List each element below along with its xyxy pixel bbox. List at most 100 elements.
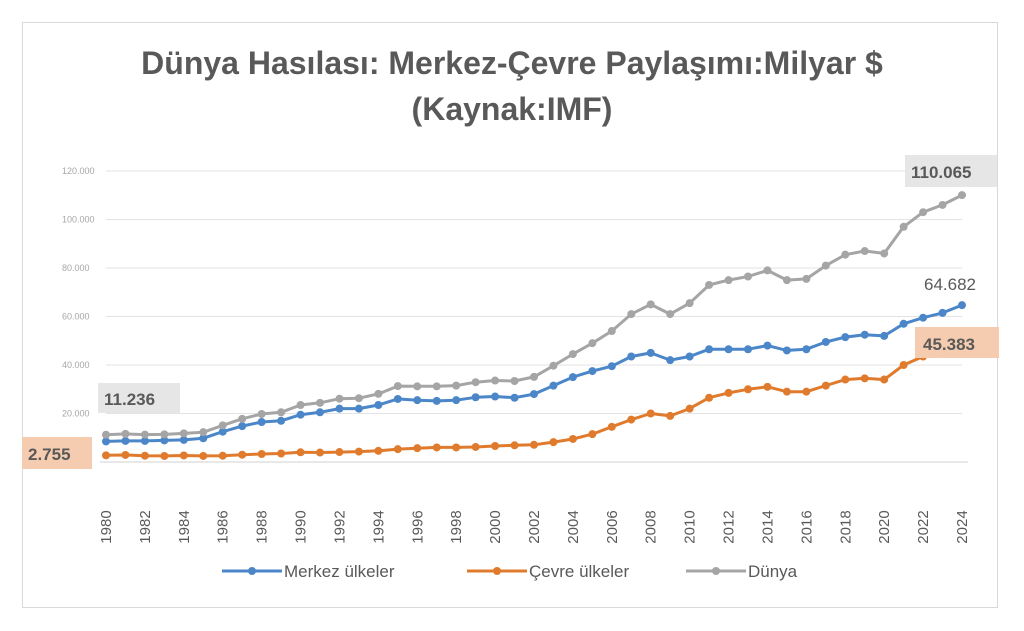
x-tick-label: 1988 — [254, 510, 271, 543]
data-point — [413, 444, 422, 453]
data-point — [568, 350, 577, 359]
legend-swatch-marker — [712, 567, 720, 575]
data-point — [588, 367, 597, 376]
series-merkez-lkeler — [102, 301, 966, 446]
data-point — [296, 401, 305, 410]
legend[interactable]: Merkez ülkeler Çevre ülkeler Dünya — [222, 562, 798, 581]
series-layer — [102, 191, 966, 460]
data-point — [607, 362, 616, 371]
data-label-text: 64.682 — [924, 275, 976, 294]
data-point — [374, 389, 383, 398]
x-tick-label: 2022 — [915, 510, 932, 543]
data-labels: 11.236 2.755 110.065 64.682 45.383 — [22, 155, 999, 469]
legend-swatch-marker — [248, 567, 256, 575]
data-point — [646, 409, 655, 418]
data-label: 45.383 — [915, 327, 999, 358]
data-point — [413, 382, 422, 391]
data-label-text: 2.755 — [28, 445, 71, 464]
data-point — [160, 451, 169, 460]
series-d-nya — [102, 191, 966, 439]
data-point — [646, 348, 655, 357]
data-point — [568, 434, 577, 443]
data-point — [646, 300, 655, 309]
data-point — [413, 396, 422, 405]
x-tick-label: 2000 — [487, 510, 504, 543]
data-point — [549, 438, 558, 447]
x-tick-label: 1990 — [293, 510, 310, 543]
data-point — [335, 394, 344, 403]
data-point — [296, 410, 305, 419]
data-point — [938, 200, 947, 209]
data-point — [607, 422, 616, 431]
y-tick-label: 40.000 — [62, 360, 90, 370]
data-point — [296, 448, 305, 457]
data-point — [316, 398, 324, 407]
data-point — [705, 280, 714, 289]
data-point — [841, 250, 850, 259]
data-point — [627, 352, 636, 361]
data-point — [140, 451, 149, 460]
data-point — [316, 448, 324, 457]
data-point — [685, 299, 694, 308]
data-point — [199, 434, 208, 443]
x-tick-label: 2014 — [759, 510, 776, 543]
data-point — [724, 388, 733, 397]
x-tick-label: 2008 — [643, 510, 660, 543]
x-tick-label: 2018 — [837, 510, 854, 543]
x-tick-label: 2010 — [682, 510, 699, 543]
data-point — [179, 451, 188, 460]
data-point — [238, 450, 247, 459]
data-point — [335, 404, 344, 413]
data-point — [316, 408, 324, 417]
y-tick-label: 60.000 — [62, 312, 90, 322]
data-label-box — [915, 327, 999, 358]
x-tick-label: 2004 — [565, 510, 582, 543]
data-point — [354, 404, 363, 413]
y-tick-label: 100.000 — [62, 215, 95, 225]
legend-label: Çevre ülkeler — [529, 562, 629, 581]
data-point — [140, 436, 149, 445]
y-tick-label: 120.000 — [62, 166, 95, 176]
data-point — [121, 436, 130, 445]
data-point — [510, 377, 519, 386]
data-point — [724, 276, 733, 285]
gridlines — [106, 170, 962, 463]
x-tick-label: 1984 — [176, 510, 193, 543]
x-tick-label: 1992 — [331, 510, 348, 543]
x-tick-label: 2024 — [954, 510, 971, 543]
data-label-box — [905, 155, 997, 187]
data-point — [179, 435, 188, 444]
x-tick-label: 1994 — [370, 510, 387, 543]
data-point — [724, 345, 733, 354]
data-point — [763, 266, 772, 275]
data-point — [782, 387, 791, 396]
chart-title-line1: Dünya Hasılası: Merkez-Çevre Paylaşımı:M… — [141, 45, 883, 81]
data-label-box — [22, 437, 92, 469]
data-point — [919, 208, 928, 217]
data-point — [549, 361, 558, 370]
data-point — [685, 352, 694, 361]
y-tick-label: 20.000 — [62, 409, 90, 419]
chart-title: Dünya Hasılası: Merkez-Çevre Paylaşımı:M… — [0, 40, 1024, 132]
legend-item[interactable]: Çevre ülkeler — [467, 562, 629, 581]
x-tick-label: 2012 — [721, 510, 738, 543]
x-tick-label: 2006 — [604, 510, 621, 543]
data-point — [199, 451, 208, 460]
data-label: 64.682 — [924, 275, 976, 294]
data-point — [277, 408, 286, 417]
data-point — [549, 381, 558, 390]
data-point — [530, 390, 538, 399]
data-point — [102, 451, 110, 460]
legend-item[interactable]: Merkez ülkeler — [222, 562, 395, 581]
data-point — [705, 345, 714, 354]
data-point — [335, 448, 344, 457]
data-point — [919, 313, 928, 322]
y-tick-label: 80.000 — [62, 263, 90, 273]
data-point — [627, 310, 636, 319]
chart-frame — [22, 22, 998, 608]
data-label-text: 11.236 — [104, 390, 155, 409]
data-label-box — [98, 383, 180, 413]
legend-item[interactable]: Dünya — [686, 562, 798, 581]
data-point — [218, 421, 227, 430]
x-tick-label: 1996 — [409, 510, 426, 543]
